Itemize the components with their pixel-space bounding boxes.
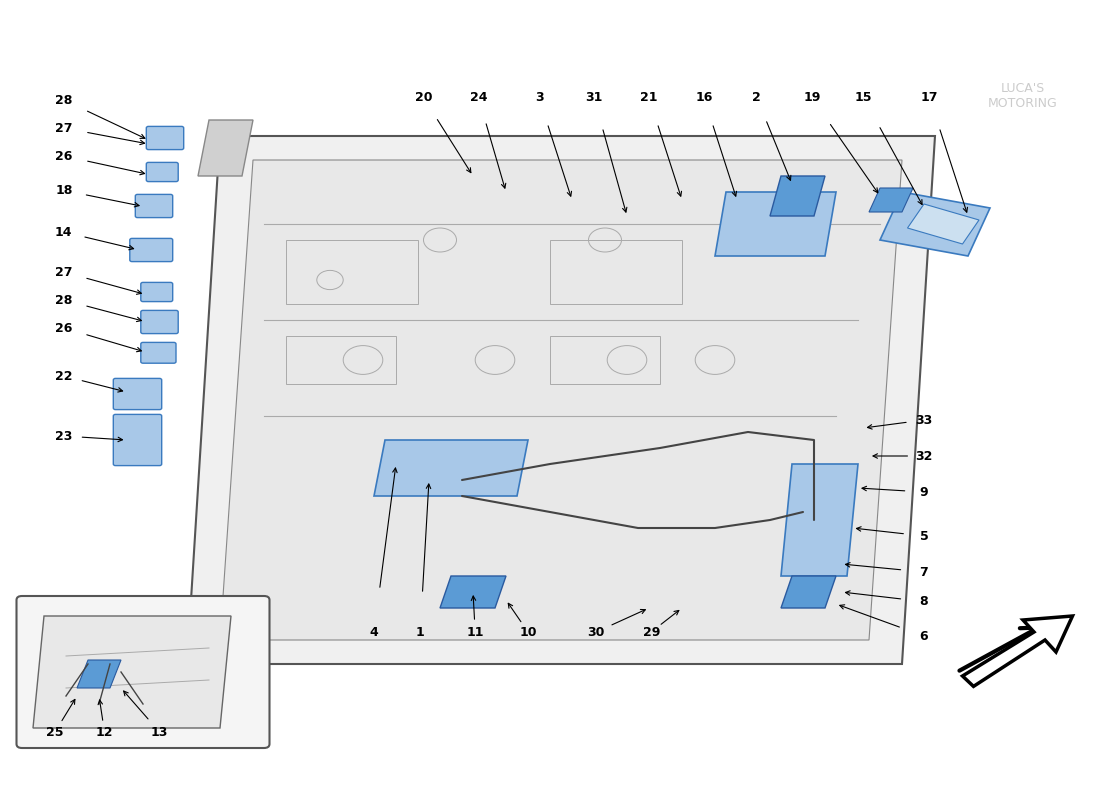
Text: 15: 15	[855, 91, 872, 104]
Text: 19: 19	[803, 91, 821, 104]
Text: 2: 2	[752, 91, 761, 104]
Text: 26: 26	[55, 322, 73, 334]
Text: 27: 27	[55, 266, 73, 278]
Text: 18: 18	[55, 184, 73, 197]
Text: 22: 22	[55, 370, 73, 382]
Polygon shape	[962, 616, 1072, 686]
FancyBboxPatch shape	[141, 282, 173, 302]
FancyBboxPatch shape	[16, 596, 270, 748]
Text: 23: 23	[55, 430, 73, 442]
Text: a passion for motoring since 1985: a passion for motoring since 1985	[362, 414, 738, 514]
Text: 28: 28	[55, 94, 73, 106]
Text: 32: 32	[915, 450, 933, 462]
Text: 11: 11	[466, 626, 484, 638]
FancyBboxPatch shape	[146, 126, 184, 150]
Bar	[286, 336, 396, 384]
Polygon shape	[220, 160, 902, 640]
Text: 7: 7	[920, 566, 928, 578]
Text: 17: 17	[921, 91, 938, 104]
Text: 12: 12	[96, 726, 113, 738]
Text: 24: 24	[470, 91, 487, 104]
Polygon shape	[33, 616, 231, 728]
FancyBboxPatch shape	[113, 414, 162, 466]
FancyBboxPatch shape	[141, 342, 176, 363]
Text: 25: 25	[46, 726, 64, 738]
Text: 1: 1	[416, 626, 425, 638]
Bar	[550, 336, 660, 384]
Bar	[286, 240, 418, 304]
Text: 28: 28	[55, 294, 73, 306]
Text: 31: 31	[585, 91, 603, 104]
Text: 26: 26	[55, 150, 73, 162]
Text: 21: 21	[640, 91, 658, 104]
Text: 16: 16	[695, 91, 713, 104]
Text: LUCA'S
MOTORING: LUCA'S MOTORING	[988, 82, 1058, 110]
Polygon shape	[187, 136, 935, 664]
Polygon shape	[715, 192, 836, 256]
Polygon shape	[198, 120, 253, 176]
Text: 8: 8	[920, 595, 928, 608]
Text: 20: 20	[415, 91, 432, 104]
Text: 9: 9	[920, 486, 928, 498]
Text: a passion for motoring since 1985: a passion for motoring since 1985	[315, 486, 785, 634]
Text: 4: 4	[370, 626, 378, 638]
FancyBboxPatch shape	[135, 194, 173, 218]
FancyBboxPatch shape	[113, 378, 162, 410]
Polygon shape	[374, 440, 528, 496]
Text: 10: 10	[519, 626, 537, 638]
Text: 30: 30	[587, 626, 605, 638]
Text: 29: 29	[642, 626, 660, 638]
Text: 3: 3	[535, 91, 543, 104]
Polygon shape	[77, 660, 121, 688]
Polygon shape	[781, 576, 836, 608]
Polygon shape	[880, 192, 990, 256]
Text: 14: 14	[55, 226, 73, 238]
Text: 33: 33	[915, 414, 933, 426]
FancyBboxPatch shape	[146, 162, 178, 182]
FancyBboxPatch shape	[141, 310, 178, 334]
Polygon shape	[869, 188, 913, 212]
Text: 5: 5	[920, 530, 928, 542]
Polygon shape	[770, 176, 825, 216]
Polygon shape	[781, 464, 858, 576]
Text: 13: 13	[151, 726, 168, 738]
Text: 6: 6	[920, 630, 928, 642]
Text: 27: 27	[55, 122, 73, 134]
Polygon shape	[440, 576, 506, 608]
FancyBboxPatch shape	[130, 238, 173, 262]
Bar	[550, 240, 682, 304]
Polygon shape	[908, 204, 979, 244]
